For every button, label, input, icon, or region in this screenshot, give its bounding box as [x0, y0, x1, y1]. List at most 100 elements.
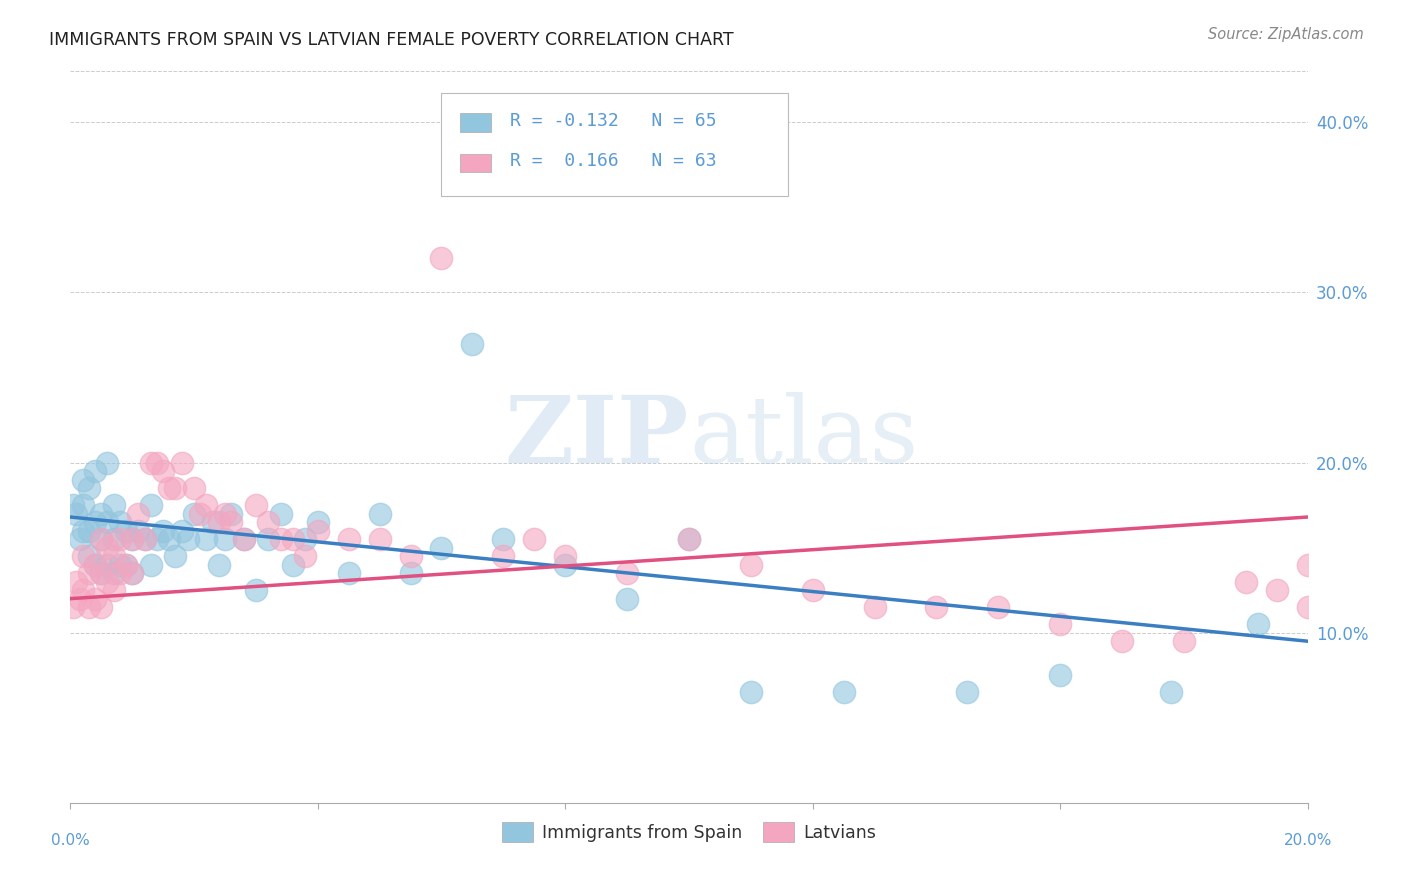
- Point: [832, 685, 855, 699]
- Point: [103, 566, 125, 581]
- Point: [96, 558, 118, 572]
- Point: [127, 507, 149, 521]
- Point: [65, 574, 87, 589]
- Point: [90, 566, 112, 581]
- Text: ZIP: ZIP: [505, 392, 689, 482]
- FancyBboxPatch shape: [460, 113, 491, 132]
- Point: [103, 532, 125, 546]
- Point: [157, 481, 180, 495]
- Point: [294, 549, 316, 563]
- Point: [492, 549, 515, 563]
- Point: [195, 532, 218, 546]
- Point: [69, 591, 91, 606]
- Point: [208, 515, 231, 529]
- Point: [430, 252, 453, 266]
- Point: [1049, 617, 1071, 632]
- Point: [90, 507, 112, 521]
- Point: [214, 507, 236, 521]
- Point: [77, 549, 100, 563]
- Point: [1296, 558, 1319, 572]
- Point: [177, 532, 200, 546]
- Point: [337, 566, 360, 581]
- Point: [139, 456, 162, 470]
- Point: [72, 524, 94, 538]
- Point: [195, 498, 218, 512]
- Point: [115, 558, 138, 572]
- Point: [183, 481, 205, 495]
- Point: [337, 532, 360, 546]
- Point: [84, 558, 107, 572]
- Point: [1247, 617, 1270, 632]
- Point: [399, 566, 422, 581]
- Point: [121, 532, 143, 546]
- Point: [987, 600, 1010, 615]
- Point: [1296, 600, 1319, 615]
- Point: [69, 532, 91, 546]
- Point: [65, 507, 87, 521]
- Point: [554, 558, 576, 572]
- Text: atlas: atlas: [689, 392, 918, 482]
- Point: [77, 481, 100, 495]
- Point: [152, 464, 174, 478]
- Point: [214, 532, 236, 546]
- Point: [281, 558, 304, 572]
- Point: [245, 583, 267, 598]
- Point: [461, 336, 484, 351]
- Point: [108, 532, 131, 546]
- Point: [616, 566, 638, 581]
- Point: [139, 498, 162, 512]
- Point: [152, 524, 174, 538]
- Point: [270, 507, 292, 521]
- FancyBboxPatch shape: [460, 153, 491, 172]
- Legend: Immigrants from Spain, Latvians: Immigrants from Spain, Latvians: [495, 815, 883, 849]
- Point: [108, 566, 131, 581]
- Point: [232, 532, 254, 546]
- Point: [170, 456, 193, 470]
- Point: [84, 464, 107, 478]
- Point: [103, 498, 125, 512]
- Point: [121, 566, 143, 581]
- Text: Source: ZipAtlas.com: Source: ZipAtlas.com: [1208, 27, 1364, 42]
- Point: [925, 600, 948, 615]
- Point: [165, 549, 187, 563]
- Point: [77, 600, 100, 615]
- Point: [90, 532, 112, 546]
- Point: [96, 574, 118, 589]
- Point: [368, 507, 391, 521]
- Point: [84, 591, 107, 606]
- Point: [257, 532, 280, 546]
- Point: [134, 532, 156, 546]
- Point: [554, 549, 576, 563]
- Point: [96, 515, 118, 529]
- Point: [523, 532, 546, 546]
- Point: [201, 515, 224, 529]
- Point: [307, 515, 329, 529]
- Point: [115, 558, 138, 572]
- Point: [270, 532, 292, 546]
- Point: [294, 532, 316, 546]
- Point: [863, 600, 886, 615]
- Point: [307, 524, 329, 538]
- Point: [281, 532, 304, 546]
- Point: [170, 524, 193, 538]
- Point: [84, 515, 107, 529]
- Point: [84, 558, 107, 572]
- Point: [72, 549, 94, 563]
- Point: [219, 515, 242, 529]
- Point: [72, 583, 94, 598]
- Point: [1234, 574, 1257, 589]
- Point: [956, 685, 979, 699]
- Point: [108, 558, 131, 572]
- Point: [157, 532, 180, 546]
- Text: R = -0.132   N = 65: R = -0.132 N = 65: [509, 112, 716, 130]
- Point: [1265, 583, 1288, 598]
- Point: [188, 507, 211, 521]
- Point: [257, 515, 280, 529]
- Point: [678, 532, 700, 546]
- Point: [134, 532, 156, 546]
- Point: [740, 558, 762, 572]
- Point: [1111, 634, 1133, 648]
- Point: [72, 473, 94, 487]
- Point: [62, 600, 84, 615]
- Point: [245, 498, 267, 512]
